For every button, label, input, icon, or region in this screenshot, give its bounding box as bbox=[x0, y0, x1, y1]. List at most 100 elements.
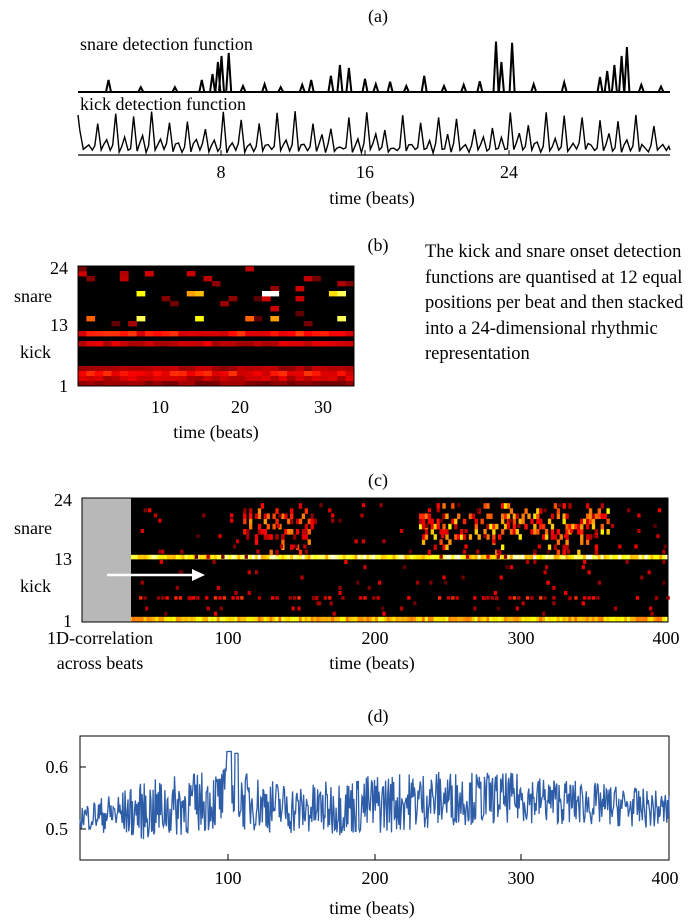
heatmap-cell bbox=[506, 616, 511, 622]
heatmap-cell bbox=[298, 554, 303, 560]
heatmap-cell bbox=[587, 596, 591, 600]
heatmap-cell bbox=[219, 616, 224, 622]
heatmap-cell bbox=[228, 554, 232, 560]
heatmap-cell bbox=[413, 601, 417, 606]
heatmap-cell bbox=[512, 513, 517, 520]
heatmap-cell bbox=[345, 616, 350, 622]
heatmap-cell bbox=[144, 341, 154, 347]
heatmap-cell bbox=[161, 331, 171, 337]
heatmap-cell bbox=[552, 596, 556, 600]
panel-c-ytick-label: 1 bbox=[63, 611, 72, 631]
heatmap-cell bbox=[287, 554, 291, 560]
heatmap-cell bbox=[128, 331, 137, 337]
heatmap-cell bbox=[316, 616, 320, 622]
heatmap-cell bbox=[312, 376, 321, 382]
heatmap-cell bbox=[591, 596, 596, 600]
heatmap-cell bbox=[489, 616, 493, 622]
panel-c-ytick-label: 13 bbox=[54, 549, 72, 569]
heatmap-cell bbox=[591, 518, 596, 525]
heatmap-cell bbox=[382, 539, 386, 544]
heatmap-cell bbox=[156, 596, 161, 600]
heatmap-cell bbox=[433, 523, 437, 530]
heatmap-cell bbox=[436, 523, 440, 530]
heatmap-cell bbox=[203, 331, 213, 337]
heatmap-cell bbox=[640, 575, 644, 580]
heatmap-cell bbox=[462, 534, 467, 540]
heatmap-cell bbox=[413, 554, 417, 560]
heatmap-cell bbox=[262, 291, 271, 297]
heatmap-cell bbox=[517, 596, 521, 600]
heatmap-cell bbox=[166, 554, 171, 560]
heatmap-cell bbox=[207, 616, 212, 622]
heatmap-cell bbox=[574, 616, 578, 622]
heatmap-cell bbox=[577, 529, 581, 535]
heatmap-cell bbox=[78, 331, 87, 337]
heatmap-cell bbox=[211, 376, 221, 382]
heatmap-cell bbox=[284, 529, 288, 535]
heatmap-cell bbox=[195, 341, 204, 347]
heatmap-cell bbox=[134, 616, 139, 622]
heatmap-cell bbox=[547, 554, 552, 560]
heatmap-cell bbox=[354, 616, 358, 622]
panel-c-label: (c) bbox=[368, 470, 388, 491]
heatmap-cell bbox=[295, 311, 305, 317]
heatmap-cell bbox=[380, 606, 385, 611]
heatmap-cell bbox=[354, 539, 358, 544]
heatmap-cell bbox=[533, 529, 537, 535]
panel-a-xtick-label: 8 bbox=[217, 162, 226, 182]
heatmap-cell bbox=[357, 554, 361, 560]
heatmap-cell bbox=[303, 331, 313, 337]
heatmap-cell bbox=[140, 580, 144, 585]
heatmap-cell bbox=[196, 616, 200, 622]
panel-d-ytick-label: 0.6 bbox=[46, 757, 69, 777]
heatmap-cell bbox=[158, 554, 162, 560]
heatmap-cell bbox=[262, 376, 271, 382]
heatmap-cell bbox=[193, 616, 197, 622]
panel-c-xtick-label: 200 bbox=[362, 628, 389, 648]
heatmap-cell bbox=[331, 554, 335, 560]
heatmap-cell bbox=[253, 366, 263, 372]
heatmap-cell bbox=[202, 513, 206, 518]
heatmap-cell bbox=[220, 366, 229, 372]
heatmap-cell bbox=[600, 554, 604, 560]
heatmap-cell bbox=[612, 616, 616, 622]
heatmap-cell bbox=[111, 331, 121, 337]
heatmap-cell bbox=[559, 534, 563, 540]
heatmap-cell bbox=[499, 575, 503, 580]
heatmap-cell bbox=[448, 616, 452, 622]
heatmap-cell bbox=[295, 286, 305, 292]
heatmap-cell bbox=[111, 321, 121, 327]
heatmap-cell bbox=[266, 554, 270, 560]
heatmap-cell bbox=[269, 616, 273, 622]
heatmap-cell bbox=[78, 376, 87, 382]
heatmap-cell bbox=[662, 616, 666, 622]
heatmap-cell bbox=[512, 616, 517, 622]
heatmap-cell bbox=[290, 554, 294, 560]
heatmap-cell bbox=[421, 539, 426, 545]
heatmap-cell bbox=[328, 291, 338, 297]
heatmap-cell bbox=[424, 523, 429, 528]
heatmap-cell bbox=[339, 554, 344, 560]
panel-c-corr-label: 1D-correlation bbox=[47, 628, 153, 648]
heatmap-cell bbox=[629, 616, 634, 622]
heatmap-cell bbox=[338, 518, 342, 523]
heatmap-cell bbox=[275, 596, 279, 600]
heatmap-cell bbox=[462, 549, 467, 554]
heatmap-cell bbox=[304, 523, 309, 530]
heatmap-cell bbox=[562, 518, 566, 525]
heatmap-cell bbox=[298, 549, 303, 556]
heatmap-cell bbox=[307, 529, 311, 535]
heatmap-cell bbox=[580, 523, 584, 530]
heatmap-cell bbox=[270, 306, 280, 312]
heatmap-cell bbox=[345, 376, 355, 382]
panel-c-heatmap-bg bbox=[82, 498, 668, 622]
heatmap-cell bbox=[78, 271, 87, 277]
heatmap-cell bbox=[455, 596, 459, 600]
heatmap-cell bbox=[495, 523, 499, 530]
heatmap-cell bbox=[498, 534, 502, 540]
heatmap-cell bbox=[367, 585, 372, 590]
heatmap-cell bbox=[287, 371, 296, 377]
heatmap-cell bbox=[194, 554, 199, 559]
heatmap-cell bbox=[442, 529, 446, 535]
heatmap-cell bbox=[577, 549, 581, 556]
